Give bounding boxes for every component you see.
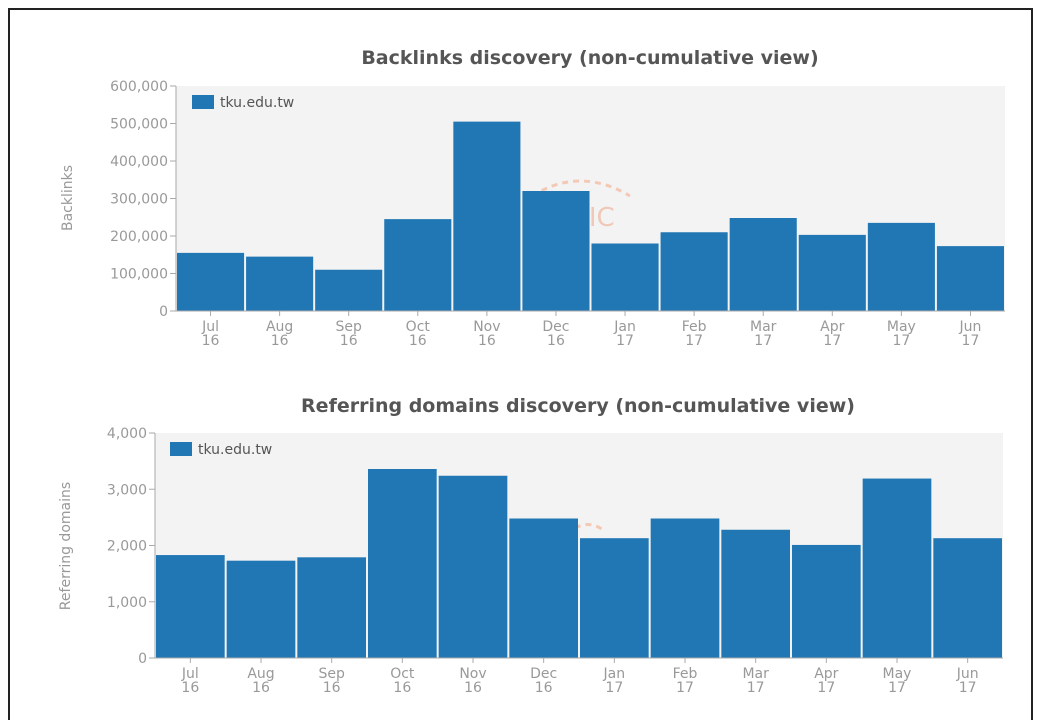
bar [651, 519, 720, 659]
bar [297, 557, 366, 658]
bar [246, 257, 313, 311]
bar [937, 246, 1004, 311]
bar [730, 218, 797, 311]
x-tick-label-year: 17 [685, 333, 703, 349]
y-axis-label: Referring domains [58, 482, 74, 610]
chart-2: Referring domains discovery (non-cumulat… [58, 395, 1003, 696]
x-tick-label-year: 17 [605, 680, 623, 696]
bar [580, 538, 649, 658]
x-tick-label-year: 17 [962, 333, 980, 349]
legend-label: tku.edu.tw [220, 95, 294, 111]
y-tick-label: 0 [159, 304, 168, 320]
x-tick-label-year: 16 [181, 680, 199, 696]
y-tick-label: 600,000 [110, 79, 168, 95]
y-tick-label: 2,000 [107, 539, 147, 555]
x-tick-label-year: 16 [409, 333, 427, 349]
y-tick-label: 400,000 [110, 154, 168, 170]
bar [368, 469, 437, 658]
bar [522, 191, 589, 311]
bar [933, 538, 1002, 658]
bar [315, 270, 382, 311]
bar [227, 561, 296, 658]
x-tick-label-year: 16 [547, 333, 565, 349]
x-tick-label-year: 16 [393, 680, 411, 696]
x-tick-label-year: 17 [754, 333, 772, 349]
bar [384, 219, 451, 311]
bar [863, 479, 932, 658]
bar [661, 232, 728, 311]
y-tick-label: 500,000 [110, 117, 168, 133]
chart-title: Referring domains discovery (non-cumulat… [301, 395, 855, 417]
x-tick-label-year: 16 [271, 333, 289, 349]
x-tick-label-year: 17 [888, 680, 906, 696]
x-tick-label-year: 16 [252, 680, 270, 696]
x-tick-label-year: 16 [340, 333, 358, 349]
bar [721, 530, 790, 658]
x-tick-label-year: 17 [823, 333, 841, 349]
x-tick-label-year: 17 [817, 680, 835, 696]
y-tick-label: 200,000 [110, 229, 168, 245]
legend-swatch [192, 95, 214, 109]
x-tick-label-year: 17 [959, 680, 977, 696]
x-tick-label-year: 16 [202, 333, 220, 349]
x-tick-label-year: 17 [747, 680, 765, 696]
bar [592, 244, 659, 312]
x-tick-label-year: 17 [676, 680, 694, 696]
bar [509, 519, 578, 659]
x-tick-label-year: 16 [478, 333, 496, 349]
chart-1: ESTICBacklinks discovery (non-cumulative… [60, 47, 1005, 349]
y-tick-label: 100,000 [110, 267, 168, 283]
legend-swatch [170, 442, 192, 456]
bar [439, 476, 508, 658]
x-tick-label-year: 17 [892, 333, 910, 349]
bar [868, 223, 935, 311]
bar [792, 545, 861, 658]
chart-title: Backlinks discovery (non-cumulative view… [361, 47, 818, 69]
y-tick-label: 300,000 [110, 192, 168, 208]
x-tick-label-year: 17 [616, 333, 634, 349]
y-tick-label: 0 [138, 651, 147, 667]
y-tick-label: 3,000 [107, 482, 147, 498]
bar [156, 555, 225, 658]
y-tick-label: 4,000 [107, 426, 147, 442]
legend-label: tku.edu.tw [198, 442, 272, 458]
bar [177, 253, 244, 311]
x-tick-label-year: 16 [323, 680, 341, 696]
bar [799, 235, 866, 311]
x-tick-label-year: 16 [535, 680, 553, 696]
bar [453, 122, 520, 311]
y-axis-label: Backlinks [60, 165, 76, 231]
y-tick-label: 1,000 [107, 595, 147, 611]
x-tick-label-year: 16 [464, 680, 482, 696]
